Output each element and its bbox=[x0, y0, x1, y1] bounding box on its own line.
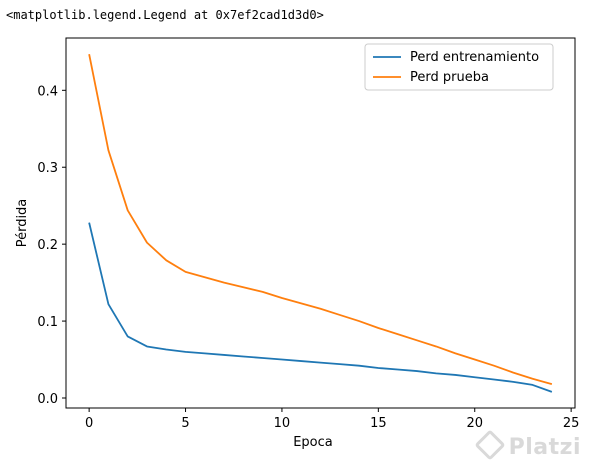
y-tick-label: 0.1 bbox=[37, 315, 58, 330]
y-tick-label: 0.4 bbox=[37, 84, 58, 99]
x-tick-label: 5 bbox=[181, 416, 189, 431]
series-line-train bbox=[88, 222, 553, 393]
x-axis-label: Epoca bbox=[293, 435, 333, 450]
platzi-logo-icon bbox=[474, 429, 506, 461]
y-tick-label: 0.0 bbox=[37, 392, 58, 407]
x-tick-label: 0 bbox=[85, 416, 93, 431]
x-tick-label: 25 bbox=[563, 416, 580, 431]
legend-label-test: Perd prueba bbox=[410, 70, 489, 85]
watermark-text: Platzi bbox=[508, 435, 581, 460]
series-lines bbox=[88, 53, 553, 393]
legend-label-train: Perd entrenamiento bbox=[410, 50, 539, 65]
output-repr-text: <matplotlib.legend.Legend at 0x7ef2cad1d… bbox=[6, 8, 324, 22]
series-line-test bbox=[88, 53, 553, 386]
y-tick-label: 0.3 bbox=[37, 161, 58, 176]
y-axis: 0.0 0.1 0.2 0.3 0.4 bbox=[37, 84, 66, 407]
x-tick-label: 10 bbox=[274, 416, 291, 431]
x-axis: 0 5 10 15 20 25 bbox=[85, 408, 579, 431]
legend: Perd entrenamiento Perd prueba bbox=[364, 43, 554, 91]
legend-box bbox=[364, 43, 554, 91]
y-axis-label: Pérdida bbox=[15, 199, 30, 248]
y-tick-label: 0.2 bbox=[37, 238, 58, 253]
platzi-watermark: Platzi bbox=[474, 429, 581, 461]
plot-area bbox=[65, 37, 576, 409]
x-tick-label: 15 bbox=[370, 416, 387, 431]
x-tick-label: 20 bbox=[466, 416, 483, 431]
